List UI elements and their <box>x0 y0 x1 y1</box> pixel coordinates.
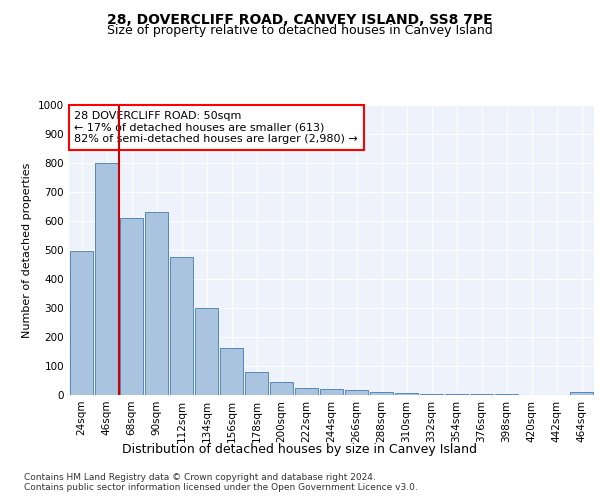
Bar <box>445 394 469 395</box>
Bar <box>344 390 368 395</box>
Text: 28 DOVERCLIFF ROAD: 50sqm
← 17% of detached houses are smaller (613)
82% of semi: 28 DOVERCLIFF ROAD: 50sqm ← 17% of detac… <box>74 111 358 144</box>
Bar <box>95 163 118 395</box>
Bar <box>170 258 193 395</box>
Bar <box>569 392 593 395</box>
Bar <box>395 392 418 395</box>
Text: Contains HM Land Registry data © Crown copyright and database right 2024.: Contains HM Land Registry data © Crown c… <box>24 472 376 482</box>
Bar <box>470 394 493 395</box>
Bar <box>494 394 518 395</box>
Bar <box>370 392 394 395</box>
Bar <box>220 348 244 395</box>
Text: 28, DOVERCLIFF ROAD, CANVEY ISLAND, SS8 7PE: 28, DOVERCLIFF ROAD, CANVEY ISLAND, SS8 … <box>107 12 493 26</box>
Bar <box>145 212 169 395</box>
Bar <box>119 218 143 395</box>
Bar <box>419 394 443 395</box>
Bar <box>70 252 94 395</box>
Text: Contains public sector information licensed under the Open Government Licence v3: Contains public sector information licen… <box>24 484 418 492</box>
Y-axis label: Number of detached properties: Number of detached properties <box>22 162 32 338</box>
Bar <box>320 388 343 395</box>
Bar <box>269 382 293 395</box>
Text: Size of property relative to detached houses in Canvey Island: Size of property relative to detached ho… <box>107 24 493 37</box>
Text: Distribution of detached houses by size in Canvey Island: Distribution of detached houses by size … <box>122 442 478 456</box>
Bar <box>295 388 319 395</box>
Bar <box>245 372 268 395</box>
Bar <box>194 308 218 395</box>
